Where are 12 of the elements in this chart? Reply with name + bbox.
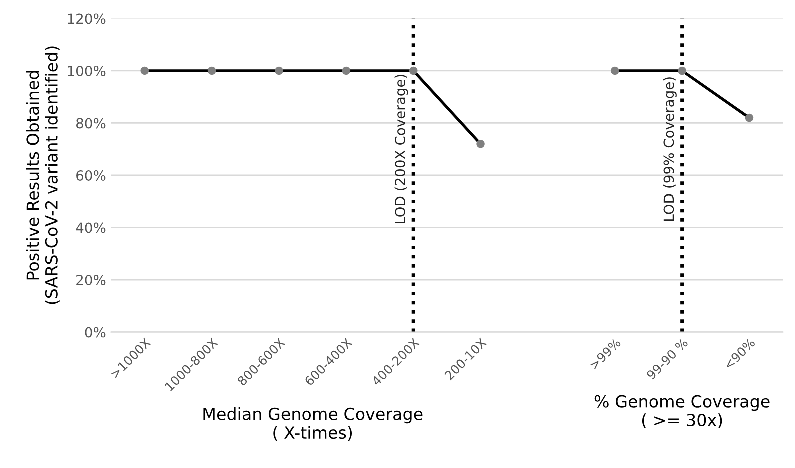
ref-line-label: LOD (200X Coverage) [394,75,408,224]
y-tick-label: 0% [85,327,106,338]
y-tick-label: 20% [76,274,106,286]
x-axis-title: Median Genome Coverage ( X-times) [204,408,423,442]
y-tick-label: 100% [68,66,106,76]
text: % Genome Coverage ( >= 30x) [594,395,770,429]
y-axis-title: Positive Results Obtained (SARS-CoV-2 variant identified) [26,46,60,304]
y-tick-label: 120% [68,14,106,24]
y-tick-label: 80% [76,118,106,129]
ref-line-label: LOD (99% Coverage) [664,78,677,221]
y-tick-label: 60% [76,170,106,181]
y-tick-label: 40% [76,222,106,234]
